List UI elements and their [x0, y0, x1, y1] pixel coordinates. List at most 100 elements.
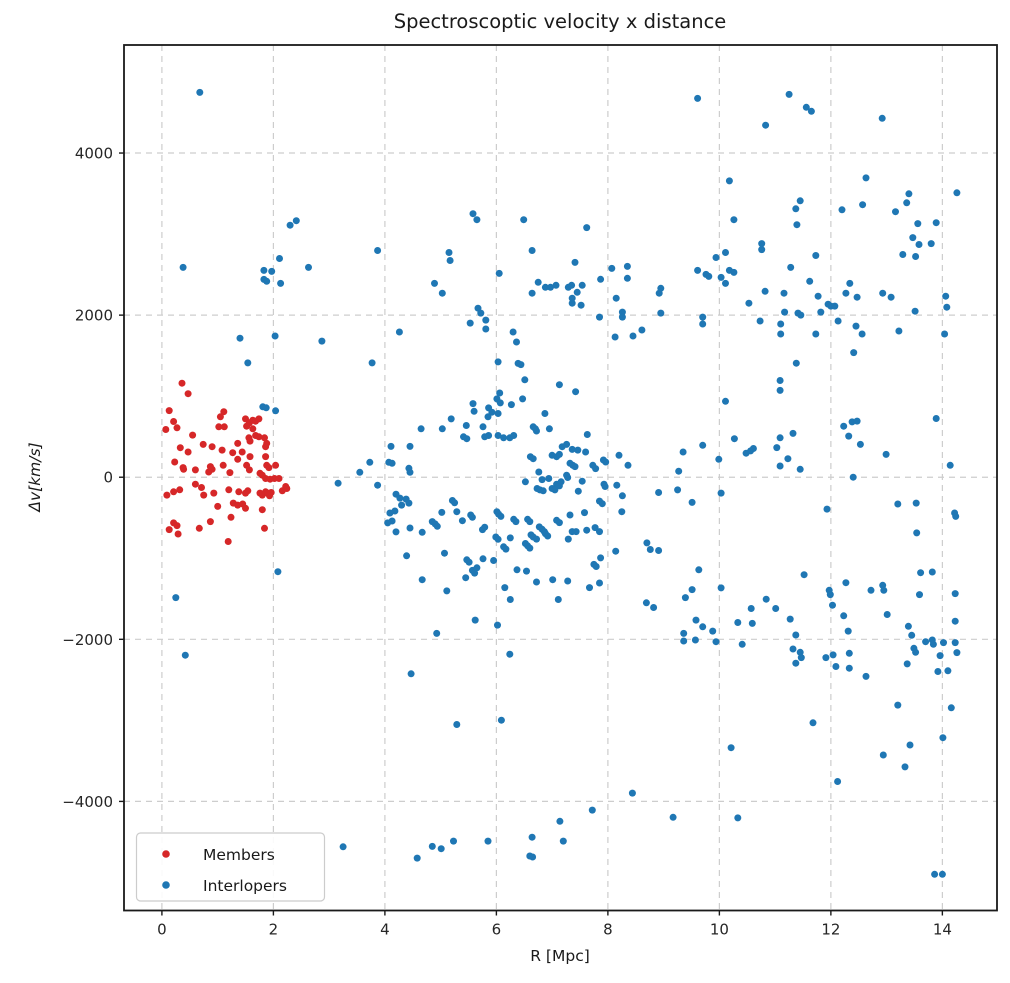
data-point [255, 415, 263, 423]
data-point [915, 241, 923, 248]
data-point [568, 445, 576, 453]
data-point [528, 833, 536, 841]
data-point [699, 441, 707, 449]
data-point [581, 509, 588, 517]
data-point [271, 332, 279, 340]
data-point [912, 648, 920, 656]
data-point [513, 566, 521, 574]
data-point [405, 499, 413, 507]
data-point [831, 302, 839, 310]
data-point [608, 264, 616, 272]
data-point [932, 219, 940, 227]
data-point [943, 303, 951, 311]
data-point [466, 319, 474, 327]
data-point [184, 448, 192, 456]
data-point [334, 479, 342, 487]
data-point [628, 789, 636, 797]
data-point [592, 465, 600, 473]
data-point [406, 468, 414, 476]
data-point [853, 293, 861, 301]
data-point [853, 417, 861, 425]
data-point [646, 546, 654, 553]
data-point [433, 522, 441, 530]
data-point [165, 407, 173, 415]
x-tick-label: 6 [492, 921, 502, 939]
x-tick-label: 2 [269, 921, 279, 939]
data-point [406, 524, 414, 532]
data-point [477, 309, 485, 317]
data-point [181, 651, 189, 659]
data-point [451, 499, 459, 507]
data-point [529, 853, 537, 861]
data-point [494, 432, 502, 439]
data-point [953, 649, 961, 657]
data-point [623, 262, 631, 270]
data-point [242, 504, 249, 512]
data-point [441, 549, 448, 557]
data-point [465, 558, 473, 566]
data-point [596, 528, 603, 536]
data-point [694, 266, 702, 274]
data-point [598, 500, 606, 508]
data-point [611, 333, 619, 341]
x-tick-label: 4 [380, 921, 390, 939]
data-point [502, 545, 510, 553]
data-point [912, 253, 920, 260]
data-point [191, 480, 199, 488]
data-point [417, 425, 425, 433]
data-point [163, 491, 171, 499]
data-point [523, 567, 530, 575]
data-point [849, 473, 857, 481]
data-point [914, 220, 922, 228]
data-point [936, 652, 944, 660]
data-point [533, 535, 540, 543]
data-point [470, 407, 478, 415]
data-point [534, 278, 542, 286]
data-point [832, 663, 840, 670]
data-point [829, 601, 836, 609]
data-point [699, 313, 707, 321]
data-point [931, 870, 939, 878]
data-point [802, 103, 810, 111]
data-point [840, 422, 848, 430]
data-point [497, 512, 505, 520]
data-point [513, 338, 520, 346]
y-tick-label: 0 [103, 469, 113, 487]
data-point [418, 528, 426, 536]
x-tick-label: 10 [710, 921, 729, 939]
data-point [692, 616, 700, 624]
data-point [545, 475, 553, 482]
data-point [727, 744, 735, 752]
data-point [396, 494, 404, 502]
data-point [618, 308, 626, 316]
data-point [568, 299, 576, 307]
data-point [812, 330, 820, 338]
data-point [388, 459, 396, 467]
data-point [506, 534, 514, 542]
data-point [555, 519, 563, 527]
legend-label-interlopers: Interlopers [203, 877, 287, 895]
data-point [274, 568, 282, 576]
data-point [262, 443, 270, 451]
data-point [588, 806, 596, 814]
data-point [545, 425, 553, 433]
data-point [500, 434, 508, 442]
data-point [602, 458, 610, 466]
data-point [657, 309, 665, 317]
data-point [927, 240, 935, 248]
data-point [468, 513, 476, 521]
data-point [244, 359, 252, 367]
data-point [792, 631, 800, 639]
data-point [395, 328, 403, 336]
data-point [431, 279, 438, 287]
data-point [495, 269, 503, 277]
data-point [934, 668, 942, 675]
data-point [438, 289, 446, 297]
data-point [571, 463, 579, 471]
data-point [812, 252, 820, 259]
data-point [615, 451, 623, 459]
data-point [734, 619, 742, 626]
data-point [428, 842, 436, 850]
data-point [845, 432, 853, 440]
data-point [899, 251, 907, 258]
